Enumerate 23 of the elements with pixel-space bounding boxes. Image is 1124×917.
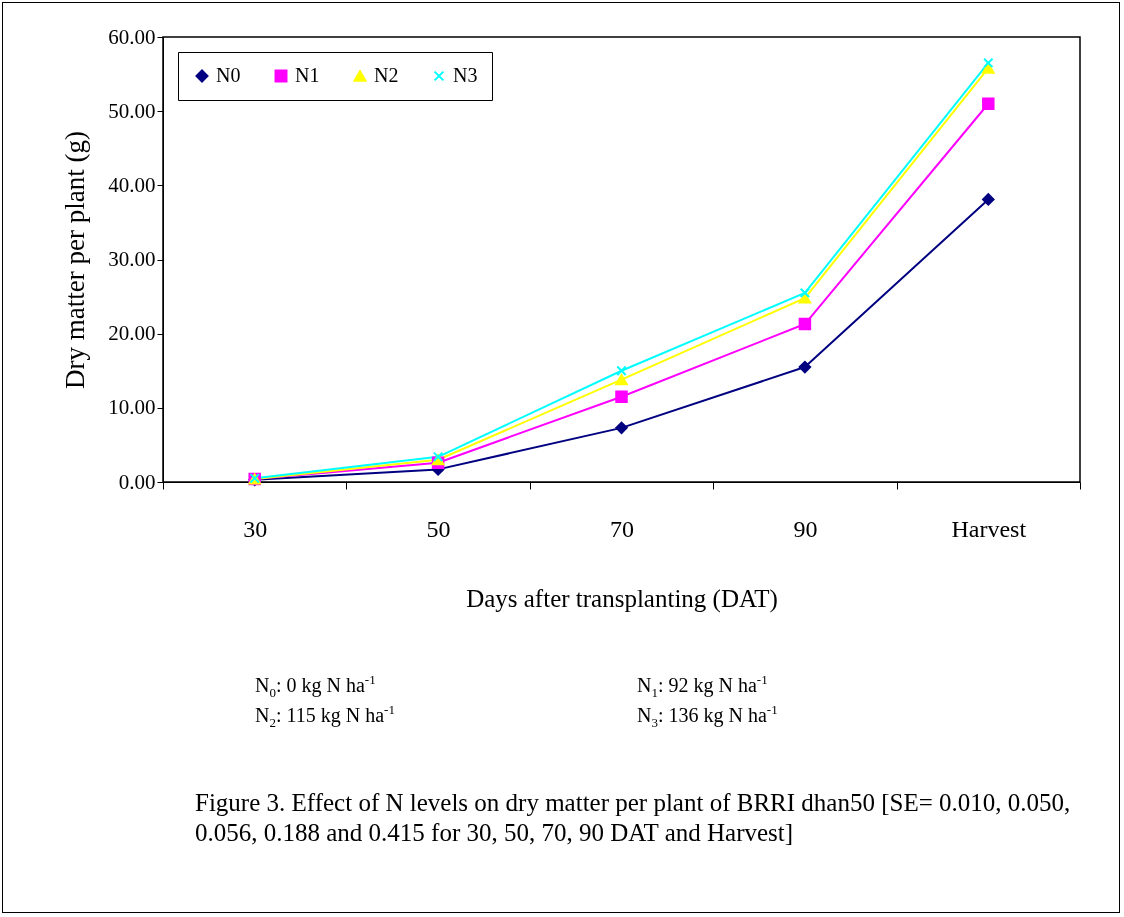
legend-label: N2 bbox=[374, 64, 399, 86]
x-tick-label: 90 bbox=[793, 515, 818, 542]
y-tick-label: 40.00 bbox=[108, 172, 156, 197]
text: N$_{0}$: 0 kg N ha$^{-1}$ bbox=[255, 672, 376, 701]
y-axis-title: Dry matter per plant (g) bbox=[60, 131, 91, 389]
caption: Figure 3. Effect of N levels on dry matter per plant of BRRI dhan50 [SE= 0.010, 0.050, 0.056, 0.188 and 0.415 for 30, 50, 70, 90 DAT and Harvest] bbox=[195, 788, 1072, 848]
text: N$_{2}$: 115 kg N ha$^{-1}$ bbox=[255, 702, 395, 731]
y-tick-label: 0.00 bbox=[118, 469, 156, 494]
y-tick-label: 20.00 bbox=[108, 321, 156, 346]
y-tick-label: 10.00 bbox=[108, 395, 156, 420]
legend-label: N0 bbox=[216, 64, 241, 86]
x-tick-label: 70 bbox=[610, 515, 634, 542]
x-tick-label: 50 bbox=[426, 515, 451, 542]
x-tick-label: 30 bbox=[243, 515, 268, 542]
y-tick-label: 60.00 bbox=[108, 24, 156, 49]
legend-label: N1 bbox=[295, 64, 320, 86]
y-tick-label: 50.00 bbox=[108, 98, 156, 123]
text: N$_{3}$: 136 kg N ha$^{-1}$ bbox=[637, 702, 778, 731]
text: N$_{1}$: 92 kg N ha$^{-1}$ bbox=[637, 672, 768, 701]
legend-label: N3 bbox=[453, 64, 478, 86]
x-tick-label: Harvest bbox=[951, 515, 1027, 542]
y-tick-label: 30.00 bbox=[108, 247, 156, 271]
x-axis-title: Days after transplanting (DAT) bbox=[466, 584, 778, 613]
